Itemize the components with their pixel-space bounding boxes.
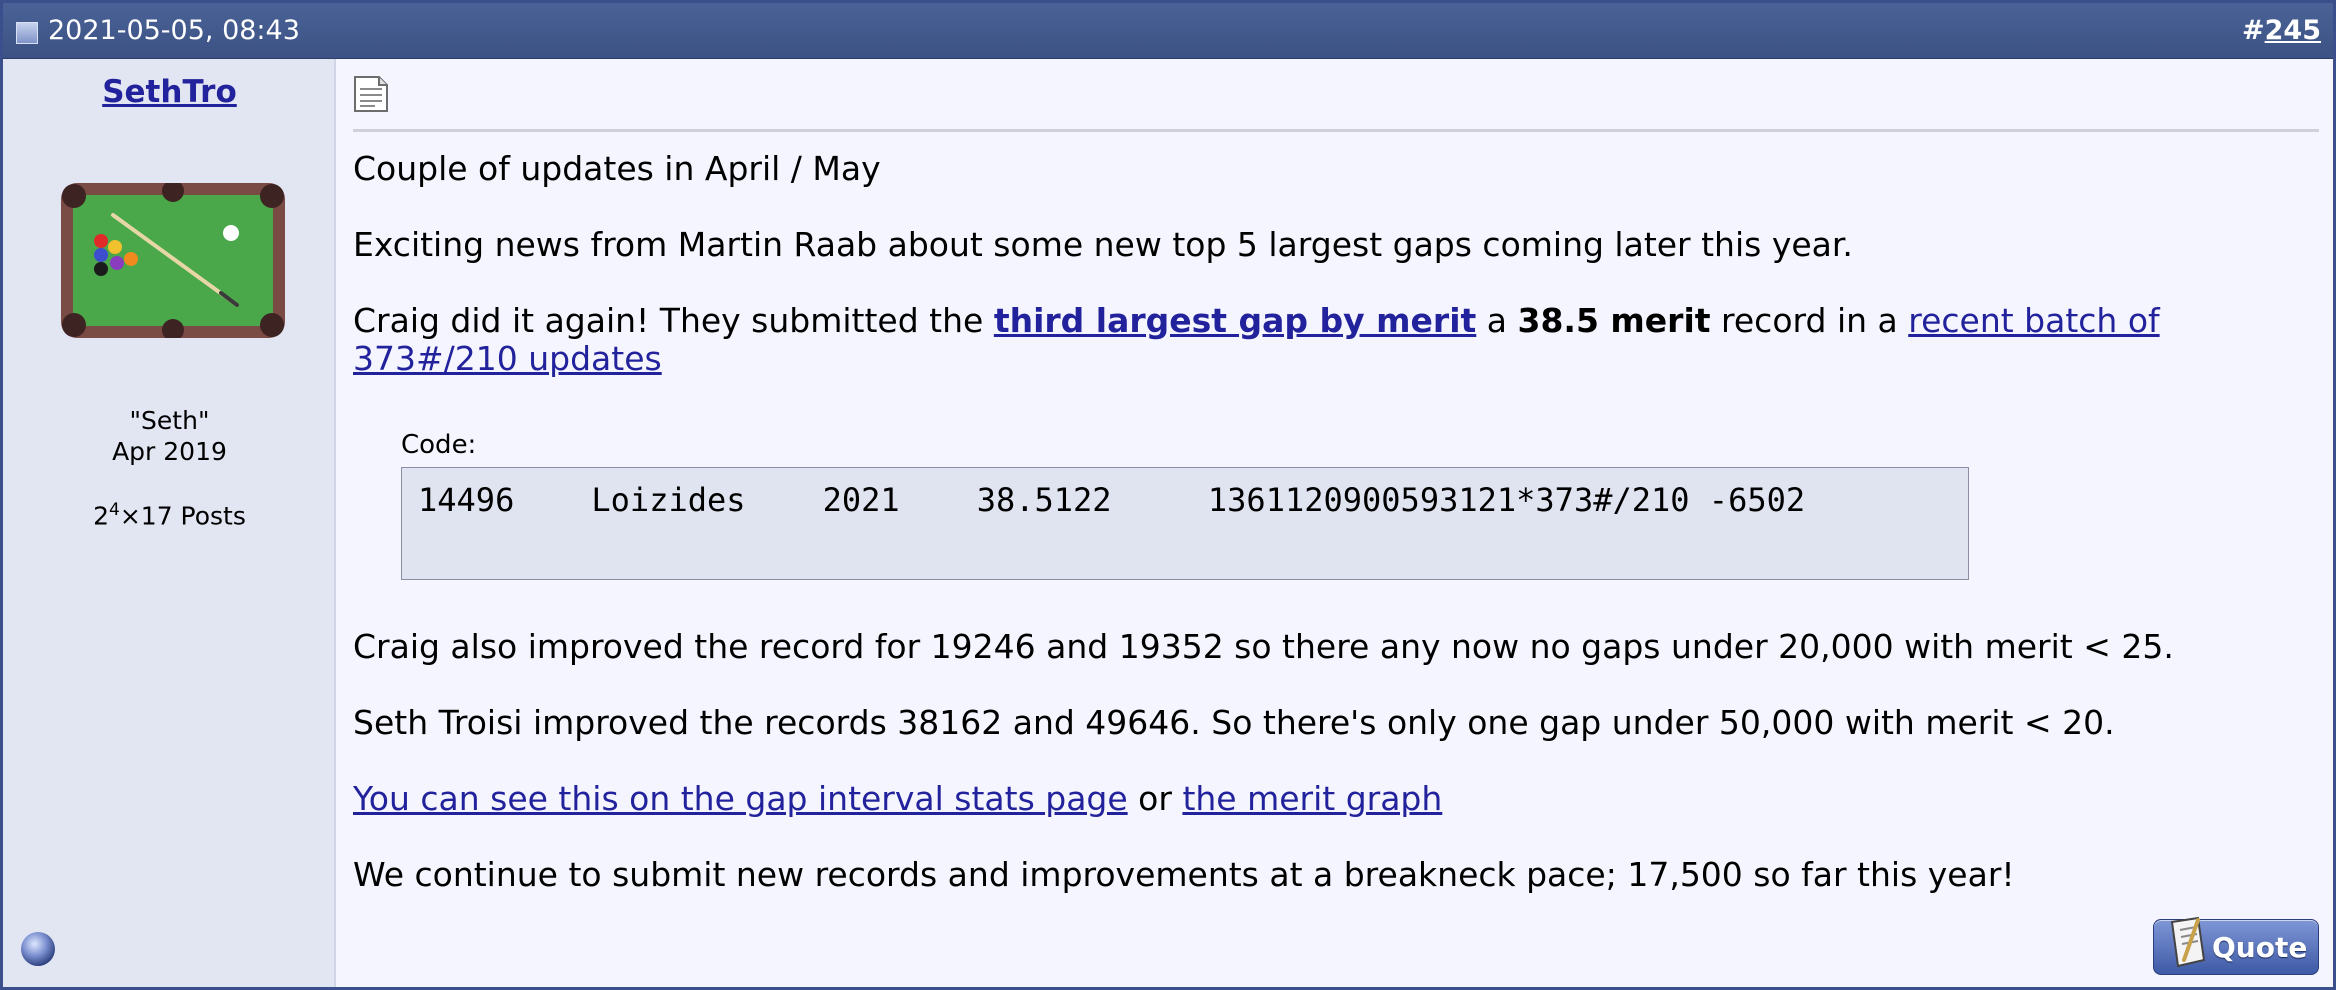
online-status-icon xyxy=(21,932,55,966)
gap-stats-link[interactable]: You can see this on the gap interval sta… xyxy=(353,779,1128,818)
paragraph-4: Craig also improved the record for 19246… xyxy=(353,627,2174,666)
pool-table-icon xyxy=(61,183,285,338)
post-icon xyxy=(16,22,38,44)
post-count: 24×17 Posts xyxy=(3,500,336,530)
post-permalink: #245 xyxy=(2242,15,2321,47)
third-largest-gap-link[interactable]: third largest gap by merit xyxy=(993,301,1477,340)
paragraph-3-text: Craig did it again! They submitted the xyxy=(353,301,994,340)
quote-button[interactable]: Quote xyxy=(2153,916,2319,975)
paragraph-7: We continue to submit new records and im… xyxy=(353,855,2015,894)
paragraph-3-text-3: record in a xyxy=(1710,301,1909,340)
paragraph-5: Seth Troisi improved the records 38162 a… xyxy=(353,703,2115,742)
code-label: Code: xyxy=(401,430,477,460)
post-count-base: 2 xyxy=(93,501,110,531)
merit-value: 38.5 merit xyxy=(1517,301,1711,340)
post-number-link[interactable]: 245 xyxy=(2264,15,2321,46)
recent-batch-link[interactable]: recent batch of 373#/210 updates xyxy=(353,301,2160,378)
code-block: 14496 Loizides 2021 38.5122 136112090059… xyxy=(401,467,1969,580)
user-title: "Seth" xyxy=(129,406,210,435)
merit-graph-link[interactable]: the merit graph xyxy=(1182,779,1443,818)
user-info-panel: SethTro "Seth" Apr 2019 24×17 Posts xyxy=(3,59,336,987)
paragraph-1: Couple of updates in April / May xyxy=(353,149,881,188)
document-icon xyxy=(354,76,388,112)
quote-label: Quote xyxy=(2212,931,2308,964)
paragraph-6: You can see this on the gap interval sta… xyxy=(353,780,1442,818)
content-divider xyxy=(353,129,2319,132)
post-header: 2021-05-05, 08:43 #245 xyxy=(3,3,2333,59)
code-text: 14496 Loizides 2021 38.5122 136112090059… xyxy=(418,481,1806,519)
paragraph-3-text-2: a xyxy=(1476,301,1518,340)
post-date: 2021-05-05, 08:43 xyxy=(48,15,300,46)
post-content: Couple of updates in April / May Excitin… xyxy=(353,59,2323,987)
join-date: Apr 2019 xyxy=(112,437,227,466)
paragraph-6-text: or xyxy=(1127,779,1183,818)
username-link[interactable]: SethTro xyxy=(102,74,237,110)
paragraph-3: Craig did it again! They submitted the t… xyxy=(353,302,2319,378)
quote-page-icon xyxy=(2170,916,2206,968)
paragraph-2: Exciting news from Martin Raab about som… xyxy=(353,225,1853,264)
post-count-rest: ×17 Posts xyxy=(119,501,246,531)
post-number-prefix: # xyxy=(2242,15,2265,46)
post-count-exponent: 4 xyxy=(109,500,120,520)
